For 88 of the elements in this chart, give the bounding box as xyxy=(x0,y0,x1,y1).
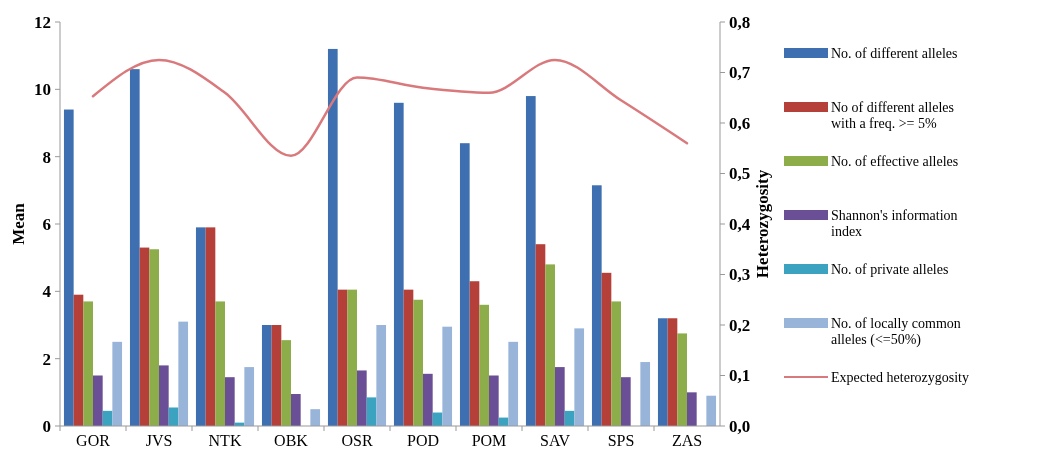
y2-tick-label: 0,0 xyxy=(729,416,751,436)
bar xyxy=(657,318,668,426)
legend-label: No. of locally common alleles (<=50%) xyxy=(831,316,961,348)
bar xyxy=(261,325,272,426)
bar xyxy=(205,227,216,426)
y-tick-label: 6 xyxy=(42,214,51,234)
y2-tick-label: 0,4 xyxy=(729,214,751,234)
bar xyxy=(677,333,687,426)
x-tick-label: OBK xyxy=(274,432,309,449)
bar xyxy=(195,227,206,426)
bar xyxy=(281,340,291,426)
bar xyxy=(93,375,103,426)
x-tick-label: POM xyxy=(471,432,507,449)
x-tick-label: SAV xyxy=(540,432,571,449)
bar xyxy=(376,325,387,426)
bar xyxy=(149,249,159,426)
bar xyxy=(168,407,179,426)
bar xyxy=(291,394,301,426)
y-tick-label: 12 xyxy=(34,12,51,32)
bar xyxy=(159,365,169,426)
bar xyxy=(667,318,678,426)
bar xyxy=(687,392,697,426)
bar xyxy=(640,362,651,426)
y-axis-title: Mean xyxy=(9,202,28,245)
x-tick-label: OSR xyxy=(341,432,373,449)
bar xyxy=(357,370,367,426)
bar xyxy=(83,301,93,426)
bar xyxy=(337,289,348,426)
bar xyxy=(601,272,612,426)
bar xyxy=(442,326,453,426)
y2-tick-label: 0,7 xyxy=(729,63,751,83)
bar xyxy=(459,143,470,426)
bar xyxy=(403,289,414,426)
legend-label: No. of different alleles xyxy=(831,46,958,61)
y2-tick-label: 0,2 xyxy=(729,315,751,335)
bar xyxy=(112,341,123,426)
bar xyxy=(423,373,433,426)
y2-tick-label: 0,3 xyxy=(729,265,751,285)
x-tick-label: GOR xyxy=(76,432,111,449)
y-tick-label: 0 xyxy=(42,416,51,436)
bar xyxy=(611,301,621,426)
y2-tick-label: 0,5 xyxy=(729,164,751,184)
y2-tick-label: 0,1 xyxy=(729,366,751,386)
bar xyxy=(413,299,423,426)
bar xyxy=(310,409,321,426)
bar xyxy=(225,377,235,426)
bar xyxy=(347,289,357,426)
bar xyxy=(535,244,546,426)
x-tick-label: ZAS xyxy=(671,432,703,449)
bar xyxy=(393,102,404,426)
bar xyxy=(271,325,282,426)
x-tick-label: JVS xyxy=(145,432,173,449)
bar xyxy=(244,367,255,426)
bar xyxy=(215,301,225,426)
bar xyxy=(469,281,480,426)
bar xyxy=(555,367,565,426)
x-tick-label: POD xyxy=(406,432,440,449)
bar xyxy=(327,48,338,426)
legend-label: No. of effective alleles xyxy=(831,154,959,169)
bar xyxy=(366,397,377,426)
y2-tick-label: 0,8 xyxy=(729,12,751,32)
legend-label: Shannon's information index xyxy=(831,208,958,239)
bar xyxy=(63,109,74,426)
y-tick-label: 10 xyxy=(34,80,51,100)
bar xyxy=(574,328,585,426)
y2-axis-title: Heterozygosity xyxy=(753,169,772,279)
bar xyxy=(178,321,189,426)
legend-label: No of different alleles with a freq. >= 5% xyxy=(831,100,954,131)
bar xyxy=(489,375,499,426)
bar xyxy=(525,96,536,426)
bar xyxy=(129,69,140,426)
y2-tick-label: 0,6 xyxy=(729,113,751,133)
x-tick-label: NTK xyxy=(208,432,242,449)
bar xyxy=(545,264,555,426)
y-tick-label: 2 xyxy=(42,349,51,369)
bar xyxy=(479,304,489,426)
bar xyxy=(73,294,84,426)
bar xyxy=(139,247,150,426)
bar xyxy=(706,395,717,426)
bar xyxy=(508,341,519,426)
line-series xyxy=(91,58,689,158)
legend-label: Expected heterozygosity xyxy=(831,370,970,385)
bar xyxy=(621,377,631,426)
legend-label: No. of private alleles xyxy=(831,262,949,277)
y-tick-label: 8 xyxy=(42,147,51,167)
y-tick-label: 4 xyxy=(42,282,52,302)
bar xyxy=(591,185,602,426)
x-tick-label: SPS xyxy=(607,432,635,449)
